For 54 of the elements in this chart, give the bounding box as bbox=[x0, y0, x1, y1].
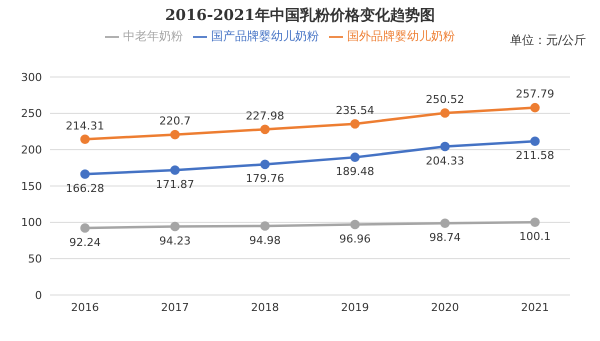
chart-title: 2016-2021年中国乳粉价格变化趋势图 bbox=[164, 6, 436, 25]
y-tick-label: 50 bbox=[28, 252, 42, 266]
legend-label: 国外品牌婴幼儿奶粉 bbox=[347, 29, 455, 43]
point bbox=[170, 222, 180, 232]
y-tick-label: 200 bbox=[21, 144, 42, 157]
data-label: 100.1 bbox=[519, 230, 551, 244]
point bbox=[350, 119, 360, 129]
data-label: 204.33 bbox=[426, 154, 464, 168]
point bbox=[80, 134, 90, 144]
point bbox=[350, 220, 360, 230]
data-label: 220.7 bbox=[159, 114, 191, 128]
data-label: 94.23 bbox=[159, 234, 191, 248]
point bbox=[80, 223, 90, 233]
point bbox=[260, 124, 270, 134]
y-tick-label: 0 bbox=[35, 288, 42, 302]
point bbox=[170, 130, 180, 140]
data-label: 235.54 bbox=[336, 104, 374, 117]
point bbox=[440, 218, 450, 228]
y-tick-label: 100 bbox=[21, 216, 42, 230]
point bbox=[350, 152, 360, 162]
y-tick-label: 150 bbox=[21, 180, 42, 193]
data-label: 250.52 bbox=[426, 92, 464, 106]
legend-label: 国产品牌婴幼儿奶粉 bbox=[211, 29, 319, 43]
point bbox=[80, 169, 90, 179]
data-label: 227.98 bbox=[246, 109, 284, 122]
data-label: 257.79 bbox=[516, 88, 554, 101]
data-label: 96.96 bbox=[339, 232, 371, 246]
point bbox=[170, 165, 180, 175]
x-tick-label: 2018 bbox=[251, 300, 279, 314]
x-tick-label: 2020 bbox=[431, 300, 459, 314]
x-tick-label: 2021 bbox=[521, 300, 549, 314]
point bbox=[440, 142, 450, 152]
data-label: 211.58 bbox=[516, 149, 554, 162]
data-label: 179.76 bbox=[246, 172, 284, 186]
data-label: 214.31 bbox=[66, 119, 104, 132]
x-tick-label: 2016 bbox=[71, 300, 99, 314]
point bbox=[260, 221, 270, 231]
data-label: 166.28 bbox=[66, 182, 104, 195]
data-label: 92.24 bbox=[69, 236, 101, 249]
x-tick-label: 2017 bbox=[161, 300, 189, 314]
point bbox=[530, 218, 540, 228]
data-label: 189.48 bbox=[336, 165, 374, 178]
y-tick-label: 250 bbox=[21, 107, 42, 120]
data-label: 94.98 bbox=[249, 234, 281, 247]
point bbox=[260, 160, 270, 170]
legend-label: 中老年奶粉 bbox=[123, 29, 183, 43]
data-label: 98.74 bbox=[429, 231, 461, 244]
point bbox=[440, 108, 450, 118]
data-label: 171.87 bbox=[156, 178, 194, 191]
y-tick-label: 300 bbox=[21, 70, 42, 84]
text: 单位：元/公斤 bbox=[510, 32, 586, 49]
x-tick-label: 2019 bbox=[341, 300, 369, 314]
point bbox=[530, 102, 540, 112]
point bbox=[530, 136, 540, 146]
